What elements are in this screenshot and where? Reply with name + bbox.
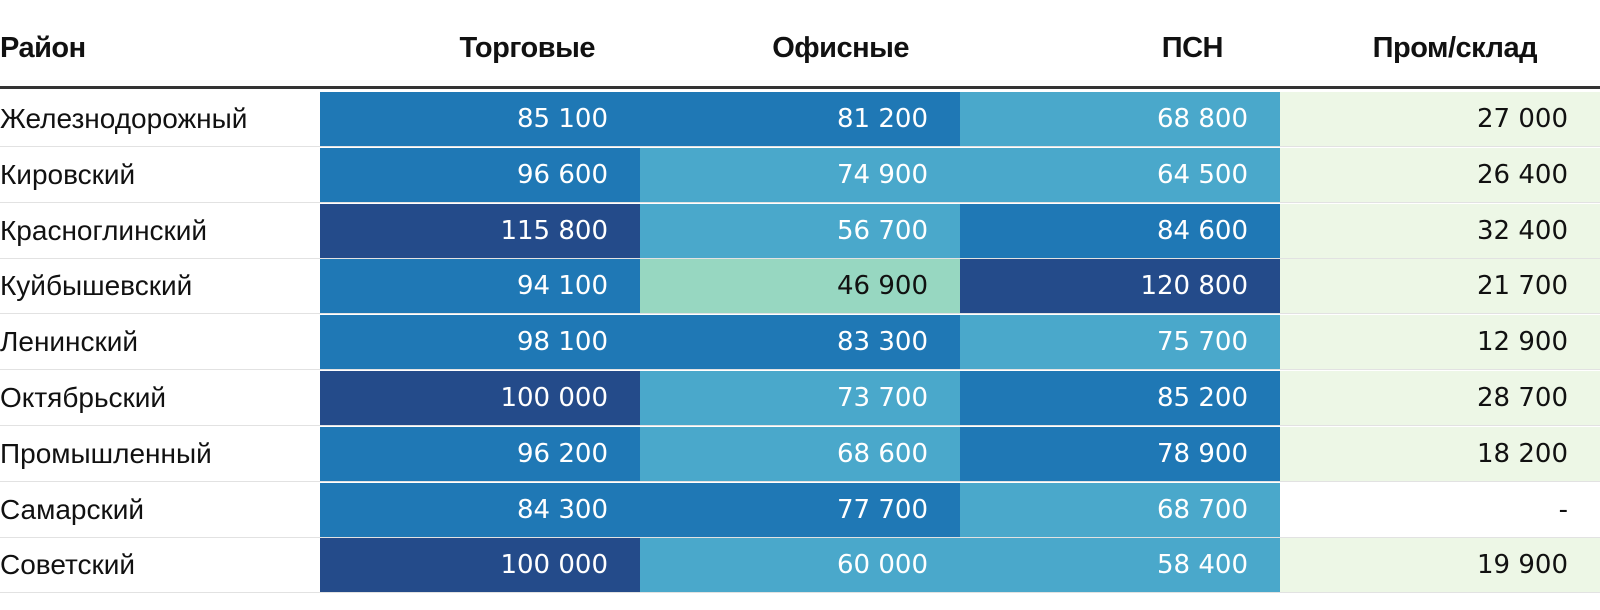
header-retail: Торговые	[459, 32, 596, 64]
cell-psn: 84 600	[960, 203, 1280, 259]
cell-retail: 84 300	[320, 482, 640, 538]
header-district: Район	[0, 32, 86, 64]
district-label: Кировский	[0, 158, 136, 190]
cell-office: 74 900	[640, 147, 960, 203]
table-row: Железнодорожный 85 100 81 200 68 800 27 000	[0, 92, 1600, 147]
cell-warehouse: 18 200	[1280, 426, 1600, 482]
district-label: Красноглинский	[0, 214, 208, 246]
cell-office: 56 700	[640, 203, 960, 259]
table-row: Советский 100 000 60 000 58 400 19 900	[0, 538, 1600, 594]
cell-psn: 68 700	[960, 482, 1280, 538]
cell-retail: 96 200	[320, 426, 640, 482]
table-row: Октябрьский 100 000 73 700 85 200 28 700	[0, 371, 1600, 426]
cell-retail: 96 600	[320, 147, 640, 203]
cell-office: 81 200	[640, 92, 960, 147]
table-row: Промышленный 96 200 68 600 78 900 18 200	[0, 426, 1600, 482]
district-label: Железнодорожный	[0, 103, 248, 134]
cell-psn: 64 500	[960, 147, 1280, 203]
cell-office: 46 900	[640, 259, 960, 315]
cell-warehouse: 12 900	[1280, 315, 1600, 371]
header-office: Офисные	[772, 32, 909, 64]
cell-retail: 100 000	[320, 538, 640, 594]
header-warehouse: Пром/склад	[1372, 32, 1538, 64]
cell-psn: 58 400	[960, 538, 1280, 594]
row-separator	[0, 146, 1600, 147]
row-separator	[0, 201, 1600, 203]
cell-warehouse: 27 000	[1280, 92, 1600, 147]
district-label: Куйбышевский	[0, 270, 193, 302]
cell-retail: 100 000	[320, 371, 640, 426]
row-separator	[0, 257, 1600, 259]
cell-psn: 68 800	[960, 92, 1280, 147]
cell-office: 77 700	[640, 482, 960, 538]
cell-retail: 98 100	[320, 315, 640, 371]
table-row: Ленинский 98 100 83 300 75 700 12 900	[0, 315, 1600, 371]
table-row: Кировский 96 600 74 900 64 500 26 400	[0, 147, 1600, 203]
row-separator	[0, 313, 1600, 315]
district-label: Советский	[0, 549, 136, 581]
district-label: Ленинский	[0, 326, 139, 358]
cell-warehouse: 19 900	[1280, 538, 1600, 594]
cell-office: 73 700	[640, 371, 960, 426]
cell-warehouse: 21 700	[1280, 259, 1600, 315]
cell-warehouse: -	[1280, 482, 1600, 538]
cell-psn: 75 700	[960, 315, 1280, 371]
cell-warehouse: 28 700	[1280, 371, 1600, 426]
table-header: Район Торговые Офисные ПСН Пром/склад	[0, 0, 1600, 89]
header-psn: ПСН	[1161, 32, 1224, 64]
row-separator	[0, 369, 1600, 371]
cell-warehouse: 26 400	[1280, 147, 1600, 203]
row-separator	[0, 592, 1600, 594]
cell-psn: 120 800	[960, 259, 1280, 315]
district-label: Октябрьский	[0, 382, 167, 413]
table-row: Самарский 84 300 77 700 68 700-	[0, 482, 1600, 538]
table-row: Красноглинский 115 800 56 700 84 600 32 400	[0, 203, 1600, 259]
cell-office: 83 300	[640, 315, 960, 371]
cell-psn: 85 200	[960, 371, 1280, 426]
district-label: Самарский	[0, 493, 145, 525]
cell-retail: 94 100	[320, 259, 640, 315]
table-row: Куйбышевский 94 100 46 900 120 800 21 700	[0, 259, 1600, 315]
cell-retail: 85 100	[320, 92, 640, 147]
row-separator	[0, 425, 1600, 426]
cell-office: 68 600	[640, 426, 960, 482]
cell-office: 60 000	[640, 538, 960, 594]
cell-retail: 115 800	[320, 203, 640, 259]
district-label: Промышленный	[0, 437, 212, 469]
cell-psn: 78 900	[960, 426, 1280, 482]
row-separator	[0, 536, 1600, 538]
row-separator	[0, 480, 1600, 482]
cell-warehouse: 32 400	[1280, 203, 1600, 259]
